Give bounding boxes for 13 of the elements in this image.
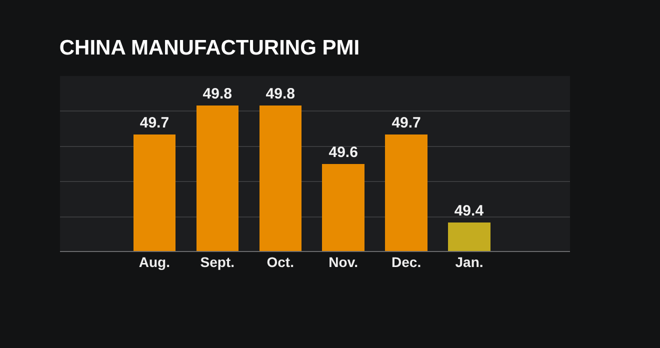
- data-label: 49.4: [454, 202, 484, 220]
- data-label: 49.7: [392, 114, 421, 132]
- x-tick-label: Dec.: [392, 254, 422, 270]
- data-label: 49.8: [266, 85, 295, 102]
- x-tick-label: Aug.: [138, 254, 170, 270]
- x-tick-label: Jan.: [455, 254, 484, 270]
- x-tick-label: Nov.: [328, 254, 358, 270]
- data-label: 49.6: [328, 144, 358, 161]
- chart-title: CHINA MANUFACTURING PMI: [59, 36, 360, 60]
- x-tick-label: Sept.: [200, 254, 235, 270]
- x-tick-label: Oct.: [266, 254, 294, 270]
- data-label: 49.8: [202, 85, 232, 102]
- data-label: 49.7: [140, 114, 170, 132]
